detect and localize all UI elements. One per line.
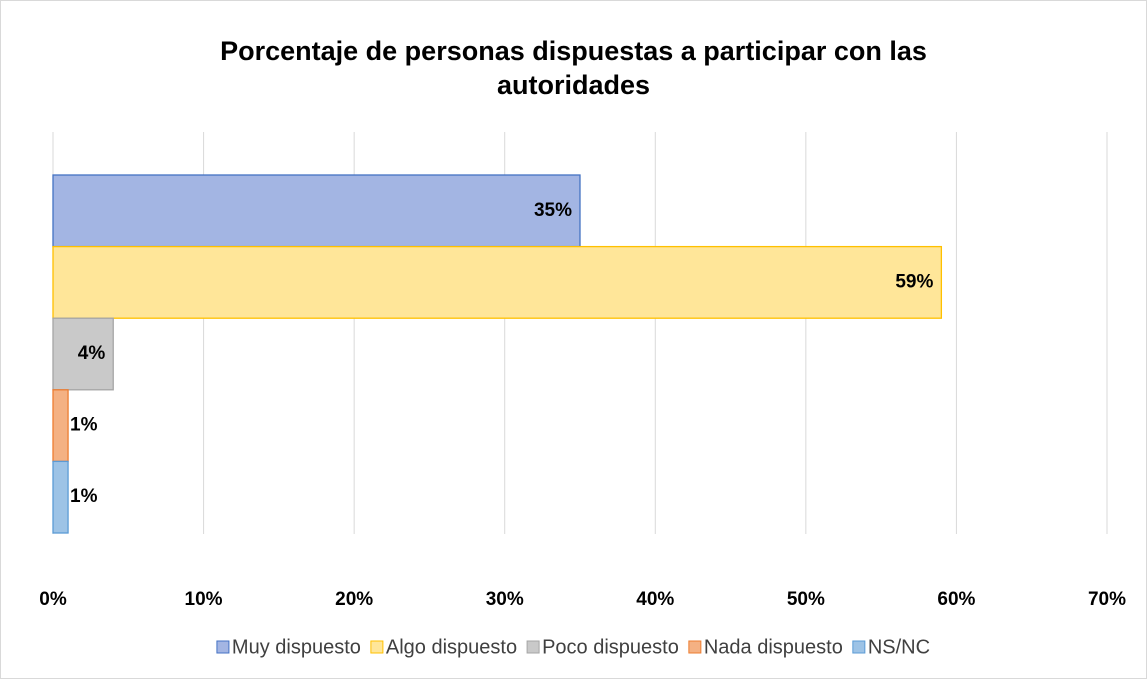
x-tick-label: 40% — [636, 589, 674, 610]
value-label: 1% — [70, 415, 98, 436]
bar — [52, 245, 943, 319]
value-label: 4% — [78, 343, 106, 364]
x-tick-label: 0% — [39, 589, 67, 610]
x-tick-label: 20% — [335, 589, 373, 610]
legend-swatch — [688, 640, 702, 654]
x-tick-label: 70% — [1088, 589, 1126, 610]
x-tick-label: 10% — [185, 589, 223, 610]
x-tick-label: 60% — [937, 589, 975, 610]
value-label: 59% — [895, 271, 933, 292]
legend-label: NS/NC — [868, 636, 930, 658]
legend-label: Muy dispuesto — [232, 636, 361, 658]
bar — [52, 460, 69, 534]
legend-label: Nada dispuesto — [704, 636, 843, 658]
value-label: 35% — [534, 200, 572, 221]
x-tick-label: 50% — [787, 589, 825, 610]
legend-swatch — [852, 640, 866, 654]
bar — [52, 389, 69, 463]
legend-label: Algo dispuesto — [386, 636, 517, 658]
legend-label: Poco dispuesto — [542, 636, 679, 658]
bar — [52, 174, 581, 248]
legend-swatch — [370, 640, 384, 654]
chart-title: Porcentaje de personas dispuestas a part… — [220, 36, 927, 100]
legend-swatch — [216, 640, 230, 654]
value-label: 1% — [70, 486, 98, 507]
bar — [52, 317, 114, 391]
x-tick-label: 30% — [486, 589, 524, 610]
legend-swatch — [526, 640, 540, 654]
